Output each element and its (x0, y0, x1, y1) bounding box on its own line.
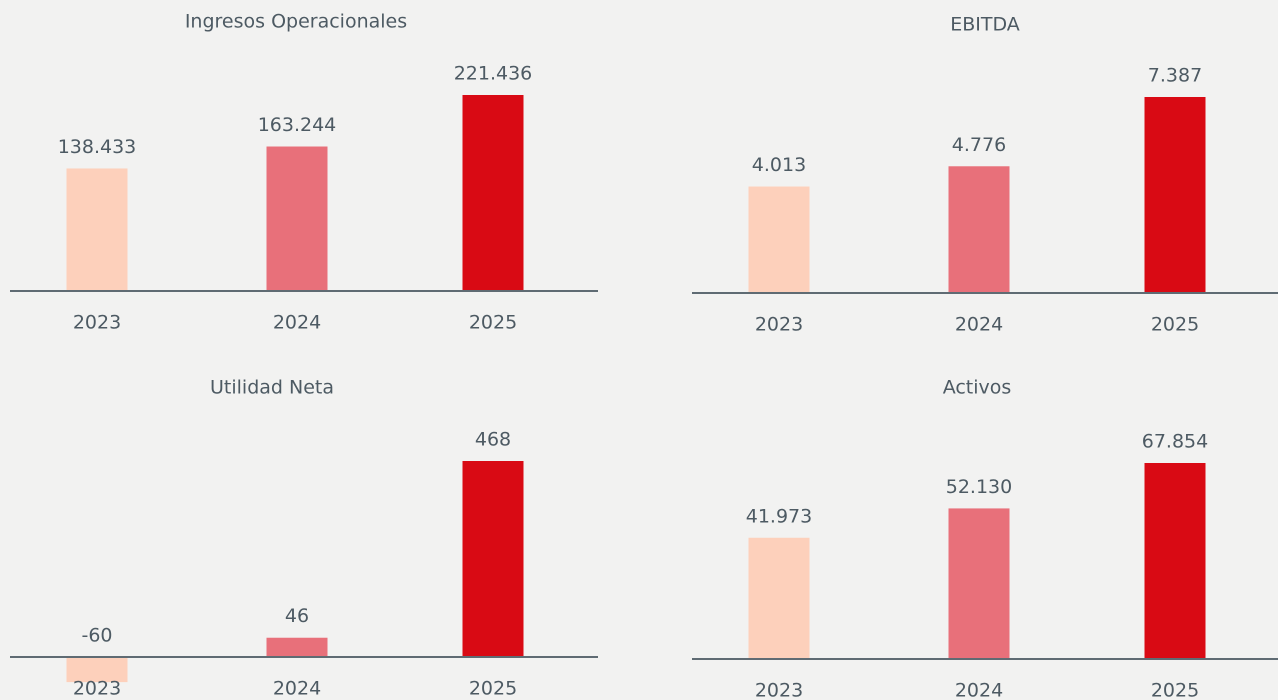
value-label: 41.973 (746, 505, 812, 527)
bar (948, 508, 1010, 659)
x-tick-label: 2024 (955, 314, 1003, 336)
bar (266, 637, 328, 657)
x-tick-label: 2023 (73, 312, 121, 334)
bar (748, 537, 810, 659)
chart-title: Utilidad Neta (210, 377, 334, 399)
x-tick-label: 2024 (273, 678, 321, 700)
chart-title: EBITDA (950, 14, 1020, 36)
x-tick-label: 2024 (955, 680, 1003, 700)
x-tick-label: 2023 (755, 314, 803, 336)
x-tick-label: 2024 (273, 312, 321, 334)
value-label: -60 (81, 625, 112, 647)
x-tick-label: 2025 (469, 678, 517, 700)
value-label: 7.387 (1148, 65, 1202, 87)
bar (462, 461, 524, 657)
bar (1144, 463, 1206, 659)
chart-title: Ingresos Operacionales (185, 11, 407, 33)
chart-title: Activos (943, 377, 1012, 399)
bar (266, 146, 328, 291)
value-label: 163.244 (258, 114, 337, 136)
value-label: 4.776 (952, 134, 1006, 156)
bar (66, 657, 128, 683)
value-label: 67.854 (1142, 431, 1208, 453)
x-tick-label: 2023 (73, 678, 121, 700)
x-tick-label: 2025 (469, 312, 517, 334)
value-label: 468 (475, 429, 511, 451)
value-label: 138.433 (58, 136, 137, 158)
value-label: 221.436 (454, 63, 533, 85)
value-label: 4.013 (752, 154, 806, 176)
x-tick-label: 2025 (1151, 314, 1199, 336)
bar (66, 168, 128, 291)
bar (1144, 97, 1206, 293)
bar (462, 95, 524, 291)
x-tick-label: 2025 (1151, 680, 1199, 700)
bar (948, 166, 1010, 293)
value-label: 52.130 (946, 476, 1012, 498)
bar (748, 186, 810, 293)
x-tick-label: 2023 (755, 680, 803, 700)
value-label: 46 (285, 605, 309, 627)
